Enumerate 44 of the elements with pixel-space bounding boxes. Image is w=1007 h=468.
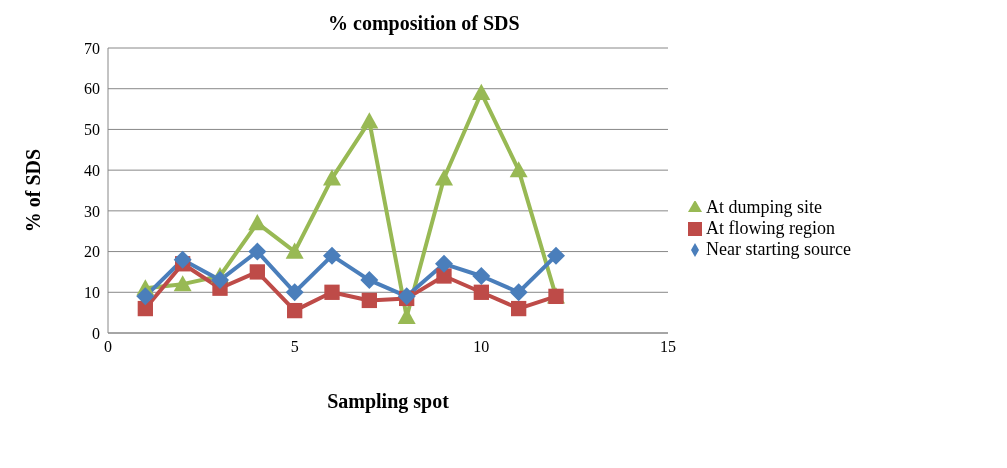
- point: [509, 283, 528, 302]
- point: [323, 246, 341, 265]
- y-axis-title: % of SDS: [22, 148, 45, 233]
- x-tick-label: 5: [290, 338, 299, 356]
- point: [173, 250, 192, 269]
- x-axis-title: Sampling spot: [327, 390, 450, 413]
- chart-title: % composition of SDS: [327, 11, 521, 37]
- y-tick-label: 30: [84, 202, 100, 220]
- point: [473, 284, 489, 300]
- point: [136, 287, 155, 306]
- point: [361, 292, 377, 309]
- x-tick-label: 0: [104, 338, 112, 356]
- point: [436, 268, 452, 284]
- legend-label: Near starting source: [706, 238, 851, 259]
- point: [360, 112, 379, 129]
- point: [285, 242, 304, 259]
- point: [511, 300, 527, 317]
- x-tick-label: 15: [660, 338, 676, 356]
- legend-label: At flowing region: [706, 217, 835, 238]
- point: [547, 246, 565, 265]
- point: [248, 214, 267, 231]
- point: [173, 275, 192, 292]
- point: [285, 283, 304, 302]
- x-tick-label: 10: [473, 338, 490, 356]
- y-tick-label: 0: [92, 324, 100, 342]
- y-tick-label: 70: [84, 39, 100, 57]
- y-tick-label: 10: [84, 283, 100, 301]
- point: [287, 302, 303, 319]
- y-tick-label: 50: [84, 121, 100, 139]
- y-tick-label: 40: [84, 161, 100, 179]
- y-tick-label: 60: [84, 80, 100, 98]
- point: [472, 83, 491, 100]
- legend-label: At dumping site: [706, 196, 822, 217]
- point: [509, 161, 528, 178]
- point: [472, 267, 491, 285]
- point: [211, 271, 229, 290]
- point: [435, 169, 453, 186]
- point: [248, 242, 267, 261]
- y-tick-label: 20: [84, 243, 100, 261]
- point: [249, 264, 265, 280]
- point: [323, 169, 341, 186]
- point: [435, 254, 453, 273]
- point: [324, 284, 340, 300]
- point: [360, 271, 379, 290]
